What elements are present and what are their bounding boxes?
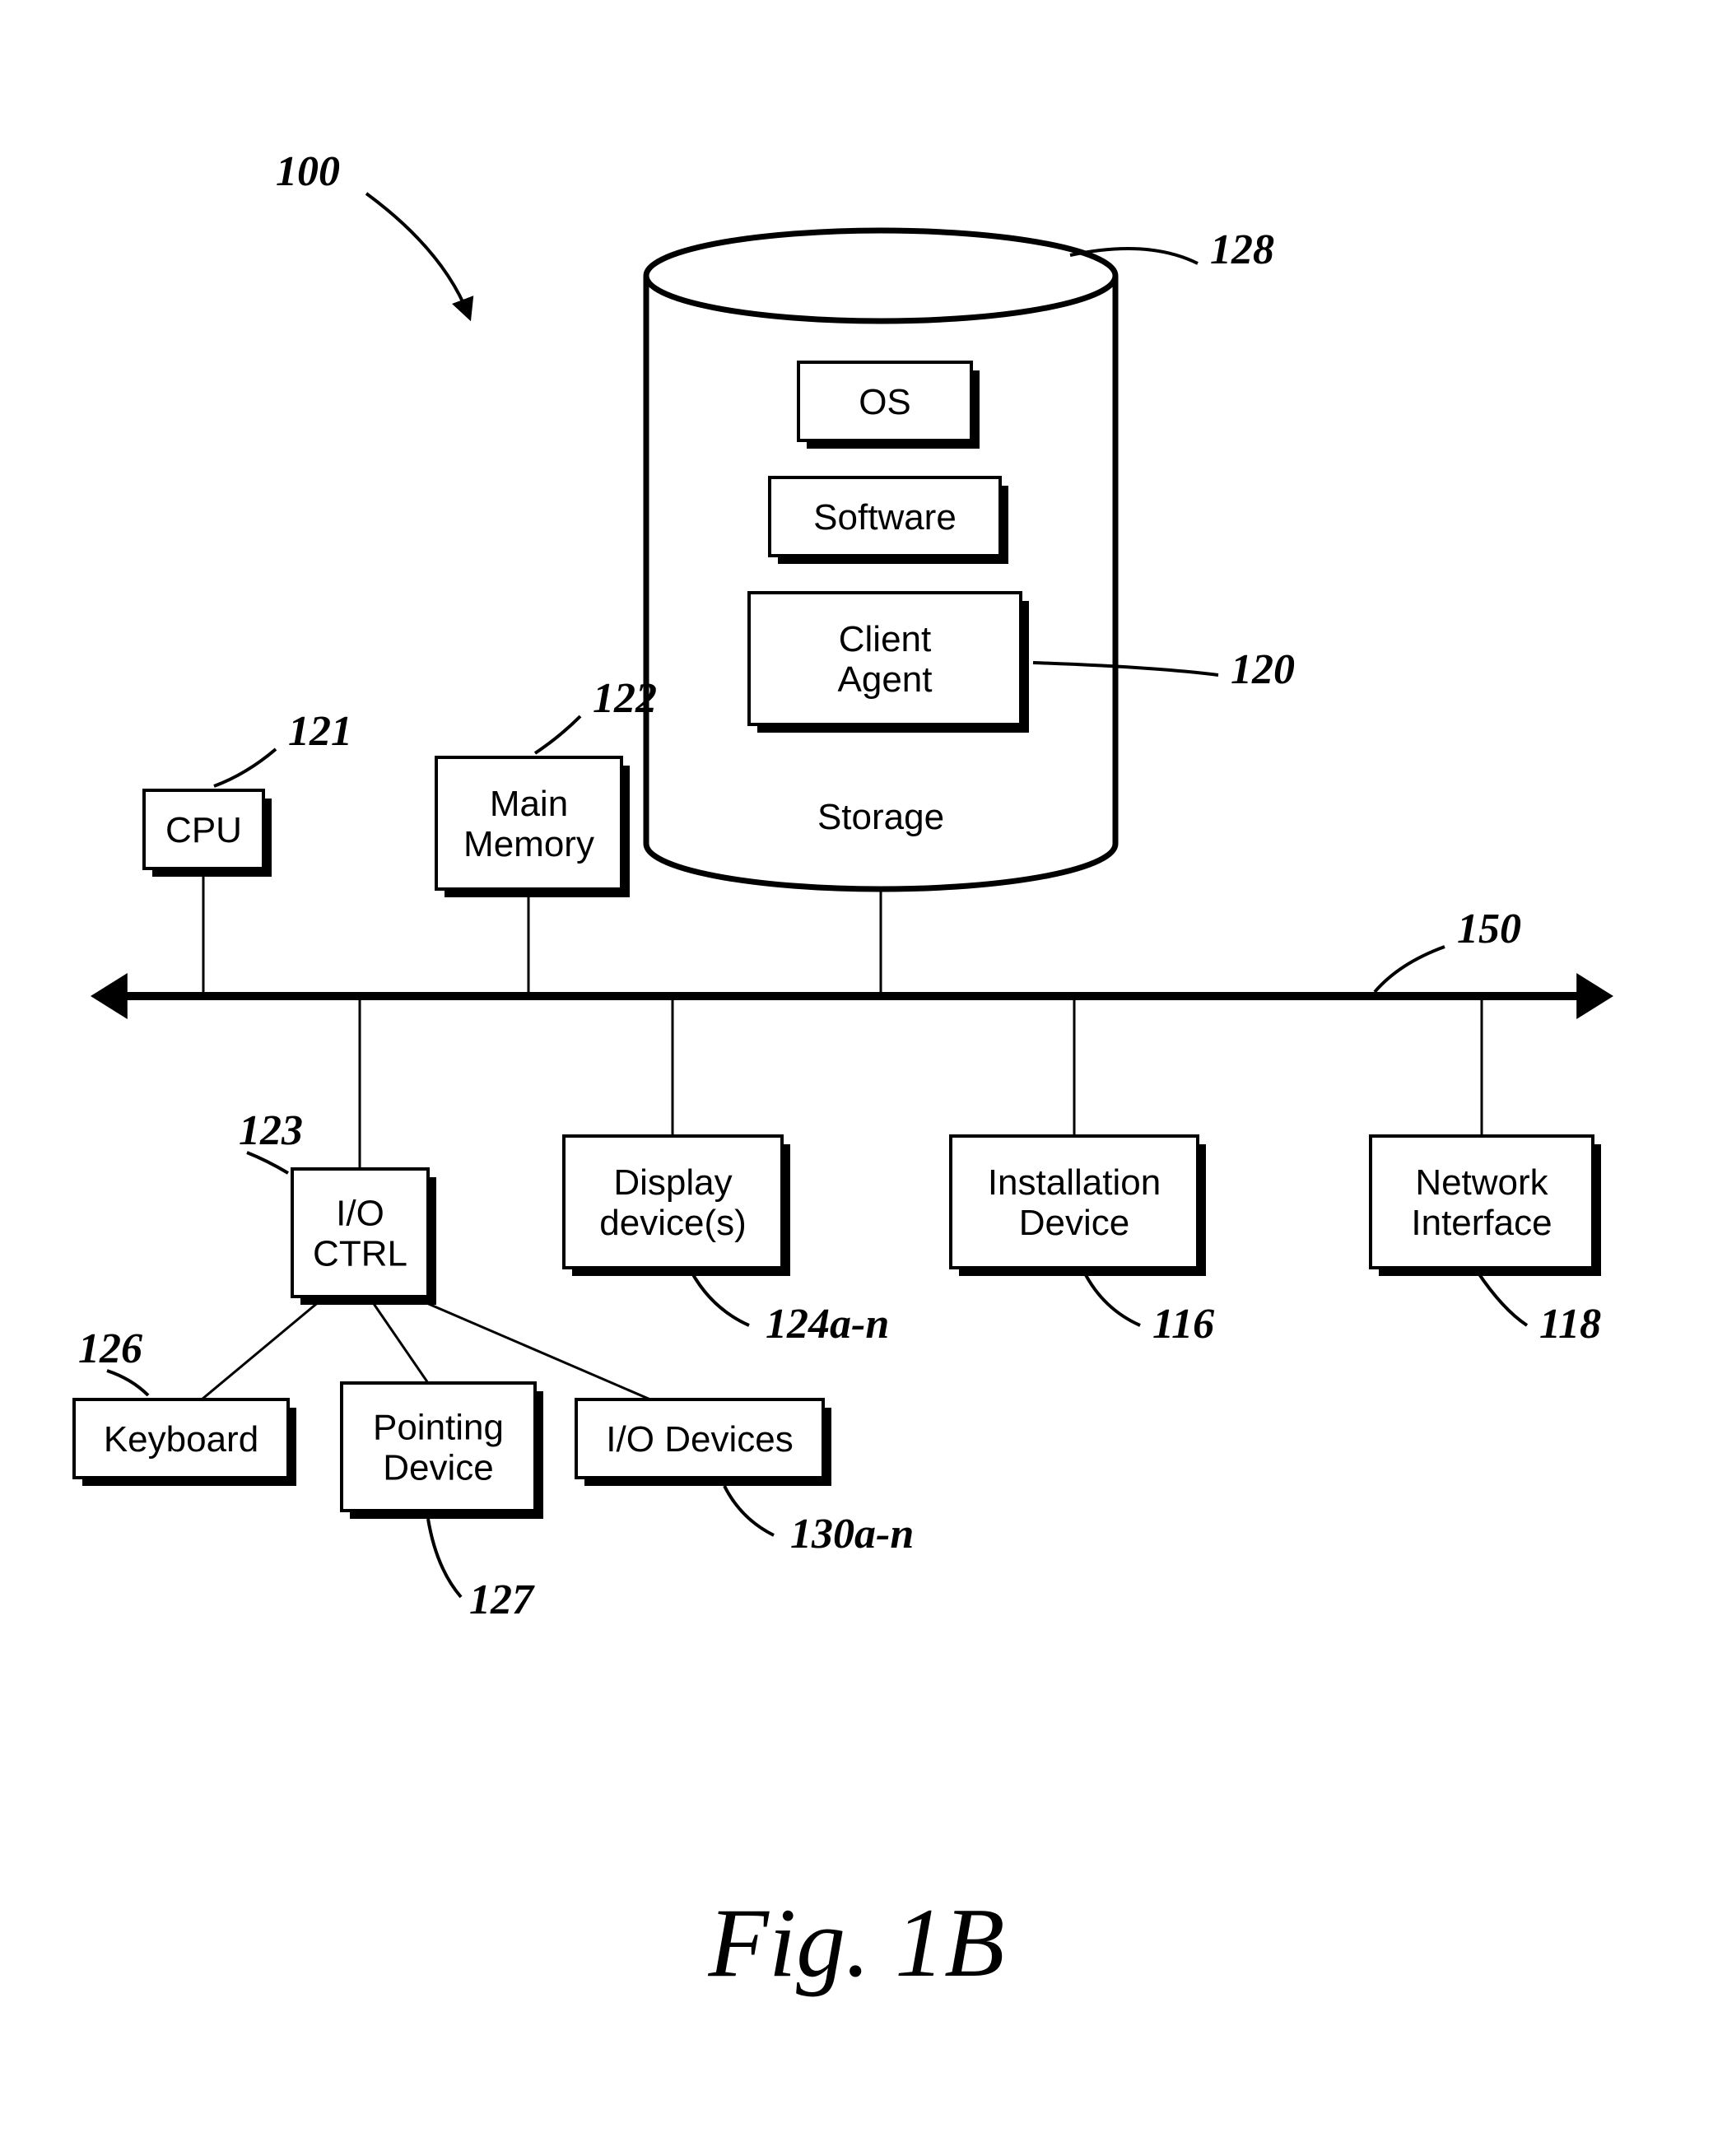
svg-text:100: 100: [276, 148, 340, 195]
svg-text:123: 123: [239, 1107, 303, 1154]
ref-150: 150: [1375, 906, 1521, 992]
svg-text:CPU: CPU: [165, 810, 242, 850]
ref-121: 121: [214, 708, 352, 786]
ref-127: 127: [428, 1519, 535, 1623]
software-label: Software: [813, 497, 957, 538]
svg-text:device(s): device(s): [599, 1203, 747, 1243]
svg-text:Pointing: Pointing: [373, 1407, 504, 1447]
iodev-label: I/O Devices: [606, 1419, 793, 1460]
ref-122: 122: [535, 675, 657, 753]
ref-124a-n: 124a-n: [691, 1272, 889, 1348]
ref-100: 100: [276, 148, 469, 317]
cpu-node: CPU: [144, 790, 272, 877]
ref-123: 123: [239, 1107, 303, 1173]
edge-ioctrl-keyboard: [202, 1297, 325, 1399]
svg-text:Installation: Installation: [988, 1162, 1161, 1203]
svg-text:150: 150: [1457, 906, 1521, 952]
svg-text:126: 126: [78, 1325, 142, 1372]
svg-text:Network: Network: [1415, 1162, 1548, 1203]
svg-text:I/O Devices: I/O Devices: [606, 1419, 793, 1460]
netif-node: NetworkInterface: [1371, 1136, 1601, 1276]
svg-text:116: 116: [1152, 1301, 1214, 1348]
svg-text:Agent: Agent: [838, 659, 933, 700]
ref-116: 116: [1084, 1272, 1214, 1348]
ref-126: 126: [78, 1325, 148, 1395]
svg-text:122: 122: [593, 675, 657, 722]
mem-node: MainMemory: [436, 757, 630, 897]
netif-label: NetworkInterface: [1411, 1162, 1552, 1243]
svg-text:127: 127: [469, 1576, 535, 1623]
client-label: ClientAgent: [838, 619, 933, 700]
iodev-node: I/O Devices: [576, 1399, 831, 1486]
svg-text:130a-n: 130a-n: [790, 1511, 914, 1558]
os-label: OS: [859, 382, 911, 422]
pointing-label: PointingDevice: [373, 1407, 504, 1488]
client-box: ClientAgent: [749, 593, 1029, 733]
display-node: Displaydevice(s): [564, 1136, 790, 1276]
cpu-label: CPU: [165, 810, 242, 850]
pointing-node: PointingDevice: [342, 1383, 543, 1519]
svg-text:Memory: Memory: [463, 824, 594, 864]
svg-text:Keyboard: Keyboard: [104, 1419, 258, 1460]
svg-text:CTRL: CTRL: [313, 1234, 407, 1274]
ref-118: 118: [1478, 1272, 1601, 1348]
svg-text:Interface: Interface: [1411, 1203, 1552, 1243]
svg-text:118: 118: [1539, 1301, 1601, 1348]
svg-text:121: 121: [288, 708, 352, 755]
keyboard-node: Keyboard: [74, 1399, 296, 1486]
install-node: InstallationDevice: [951, 1136, 1206, 1276]
os-box: OS: [798, 362, 980, 449]
figure-caption: Fig. 1B: [708, 1888, 1005, 1997]
ioctrl-node: I/OCTRL: [292, 1169, 436, 1305]
svg-text:Client: Client: [839, 619, 932, 659]
svg-text:OS: OS: [859, 382, 911, 422]
ref-130a-n: 130a-n: [724, 1486, 914, 1558]
storage-cylinder: Storage OS Software ClientAgent: [646, 231, 1115, 889]
svg-text:I/O: I/O: [336, 1193, 384, 1233]
svg-text:Device: Device: [383, 1448, 494, 1488]
svg-text:128: 128: [1210, 226, 1274, 273]
software-box: Software: [770, 477, 1008, 564]
edge-ioctrl-pointing: [369, 1297, 428, 1383]
svg-text:Main: Main: [490, 784, 568, 824]
svg-text:Display: Display: [613, 1162, 732, 1203]
svg-text:124a-n: 124a-n: [766, 1301, 889, 1348]
keyboard-label: Keyboard: [104, 1419, 258, 1460]
svg-text:Device: Device: [1019, 1203, 1130, 1243]
display-label: Displaydevice(s): [599, 1162, 747, 1243]
svg-text:120: 120: [1231, 646, 1295, 693]
svg-text:Software: Software: [813, 497, 957, 538]
storage-label: Storage: [817, 797, 944, 837]
